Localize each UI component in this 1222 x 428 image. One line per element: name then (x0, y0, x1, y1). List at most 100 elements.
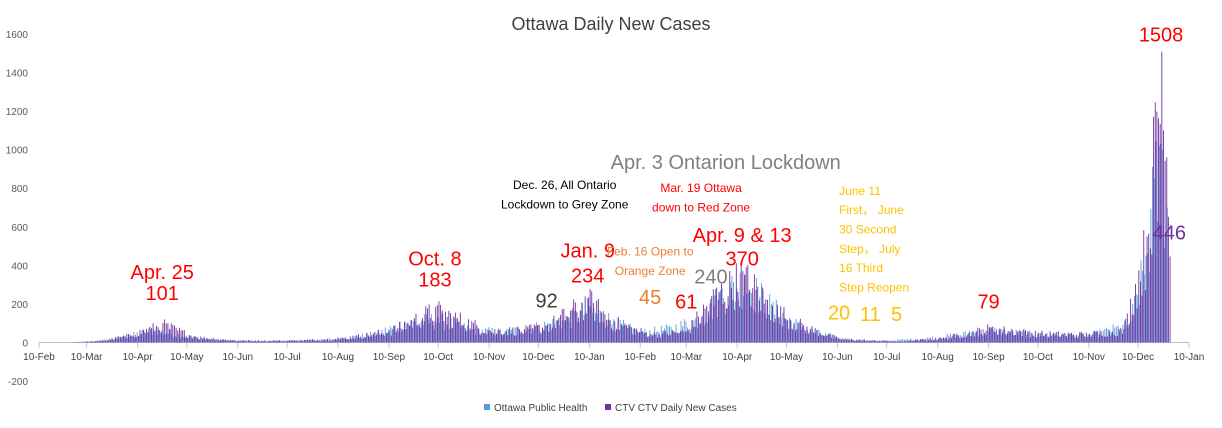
bar (883, 340, 885, 343)
bar (325, 339, 327, 343)
bar (217, 339, 219, 343)
bar (107, 339, 109, 343)
bar (1040, 335, 1042, 343)
bar (1081, 333, 1083, 343)
bar (1012, 331, 1014, 343)
bar (786, 320, 788, 343)
bar (108, 340, 110, 343)
bar (600, 310, 601, 343)
bar (1158, 145, 1160, 343)
bar (381, 333, 382, 343)
bar (544, 321, 546, 343)
bar (889, 341, 891, 343)
bar (432, 325, 434, 343)
bar (961, 335, 963, 343)
bar (521, 333, 523, 343)
bar (1109, 331, 1111, 343)
bar (918, 340, 920, 343)
bar (473, 323, 474, 343)
bar (988, 327, 990, 343)
bar (474, 320, 476, 343)
bar (555, 320, 557, 343)
bar (83, 341, 85, 343)
bar (389, 326, 391, 343)
annotation: First， June (839, 203, 904, 217)
bar (732, 299, 734, 343)
bar (749, 291, 751, 343)
bar (207, 339, 209, 343)
bar (578, 322, 580, 343)
bar (867, 340, 869, 343)
bar (215, 338, 217, 343)
x-tick-label: 10-Feb (624, 352, 656, 363)
bar (1151, 254, 1153, 343)
bar (792, 330, 794, 343)
annotation: 370 (725, 248, 758, 270)
bar (698, 316, 699, 343)
bar (411, 319, 413, 343)
bar (210, 337, 212, 343)
bar (879, 340, 881, 343)
bar (992, 326, 994, 343)
bar (706, 322, 708, 343)
bar (395, 332, 397, 343)
bar (807, 329, 808, 343)
bar (397, 331, 399, 343)
bar (1037, 333, 1038, 343)
bar (94, 341, 95, 343)
bar (471, 320, 473, 343)
bar (282, 340, 284, 343)
bar (1131, 314, 1133, 343)
bar (146, 328, 147, 343)
bar (192, 337, 194, 343)
bar (1000, 329, 1002, 343)
bar (197, 338, 198, 343)
bar (1069, 333, 1071, 343)
bar (1101, 335, 1103, 343)
bar (372, 333, 374, 343)
bar (365, 338, 367, 343)
bar (1009, 332, 1011, 343)
bar (1029, 337, 1031, 343)
bar (799, 318, 801, 343)
bar (701, 317, 703, 343)
bar (269, 340, 271, 343)
bar (368, 336, 370, 343)
bar (369, 336, 371, 343)
bar (862, 339, 864, 343)
bar (893, 341, 895, 343)
bar (186, 335, 187, 343)
bar (935, 337, 937, 343)
bar (892, 340, 894, 343)
bar (373, 333, 375, 343)
bar (1120, 329, 1122, 343)
bar (399, 321, 400, 343)
bar (535, 325, 537, 343)
bar (1164, 160, 1166, 343)
bar (694, 327, 696, 343)
bar (332, 339, 334, 343)
bar (517, 327, 519, 343)
bar (618, 316, 620, 343)
bar (1028, 330, 1030, 343)
bar (1094, 330, 1096, 343)
annotation: 16 Third (839, 261, 883, 275)
bar (1110, 332, 1112, 343)
bar (619, 329, 621, 343)
bar (623, 319, 624, 343)
bar (180, 330, 182, 343)
bar (333, 338, 335, 343)
bar (735, 263, 737, 343)
bar (734, 301, 736, 343)
bar (1163, 130, 1164, 343)
bar (238, 340, 239, 343)
bar (296, 339, 298, 343)
bar (726, 308, 727, 343)
bar (780, 306, 782, 343)
bar (516, 327, 518, 343)
bar (259, 341, 261, 343)
bar (450, 312, 451, 343)
bar (1005, 333, 1007, 343)
bar (774, 314, 776, 343)
bar (407, 324, 409, 343)
